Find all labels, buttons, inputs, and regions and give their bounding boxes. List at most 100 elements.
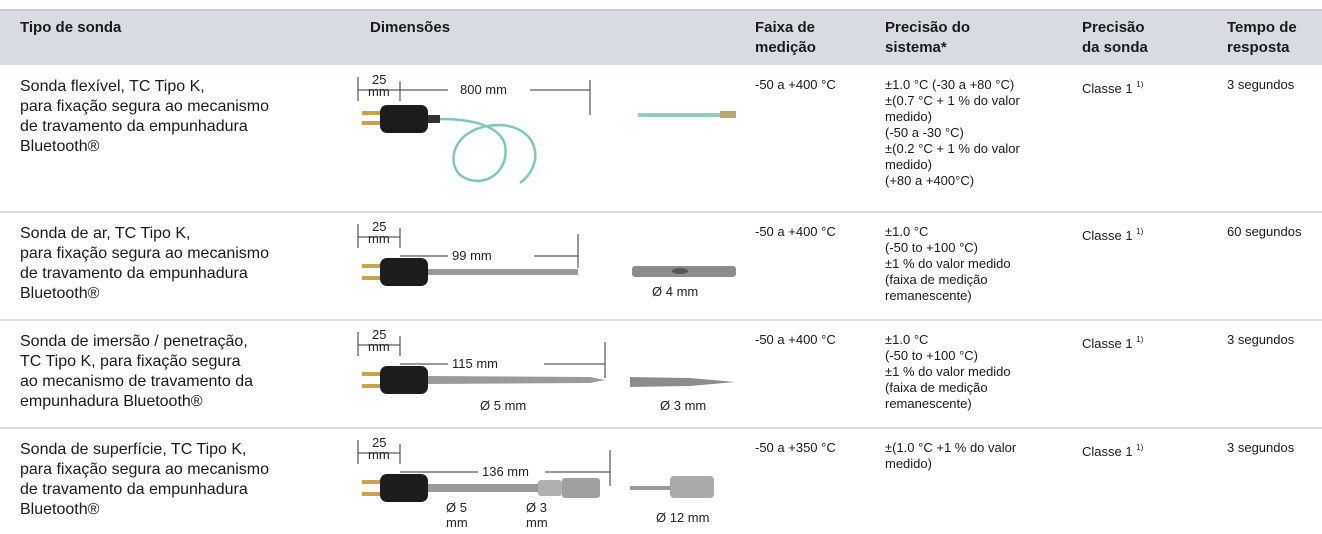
cell-line: Sonda de ar, TC Tipo K, [20,225,191,242]
probe-type: Sonda de imersão / penetração, TC Tipo K,… [20,332,253,412]
header-text: Precisão do [885,19,971,36]
dimension-label: 25 [372,219,386,234]
shape [720,111,736,118]
cell-line: empunhadura Bluetooth® [20,393,203,410]
system-accuracy: ±1.0 °C (-30 a +80 °C) ±(0.7 °C + 1 % do … [885,77,1020,189]
dimension-label: 25 [372,72,386,87]
shape [670,476,714,498]
header-cell: Precisão da sonda [1082,18,1148,58]
cell-line: Sonda flexível, TC Tipo K, [20,78,205,95]
dimension-label: 800 mm [460,82,507,97]
header-text: Tempo de [1227,19,1297,36]
dimension-label: 25 [372,435,386,450]
shape [638,113,728,117]
shape [428,115,440,123]
shape [362,480,382,484]
dimension-label: 136 mm [482,464,529,479]
probe-type: Sonda de superfície, TC Tipo K, para fixa… [20,440,269,520]
shape [380,258,428,286]
shape [562,478,600,498]
shape [630,486,670,490]
header-text: resposta [1227,39,1290,56]
dimension-label: Ø 5 [446,500,467,515]
cell-line: remanescente) [885,396,972,411]
shape [362,384,382,388]
shape [672,268,688,274]
cell-line: de travamento da empunhadura [20,265,248,282]
response-time: 3 segundos [1227,332,1295,347]
header-text: sistema* [885,39,947,56]
system-accuracy: ±(1.0 °C +1 % do valor medido) [885,440,1016,472]
cell-line: (faixa de medição [885,272,988,287]
cell-line: ao mecanismo de travamento da [20,373,254,390]
cell-line: ±1.0 °C [885,224,929,239]
cell-line: para fixação segura ao mecanismo [20,245,270,262]
cell-line: remanescente) [885,288,972,303]
cell-line: (faixa de medição [885,380,988,395]
dimension-label: mm [368,339,390,354]
cell-line: ±(0.2 °C + 1 % do valor [885,141,1020,156]
header-bg [0,10,1322,65]
dimension-label: Ø 4 mm [652,284,698,299]
shape [362,492,382,496]
probe-class: Classe 1 [1082,228,1133,243]
probe-type: Sonda flexível, TC Tipo K, para fixação s… [20,77,269,157]
range: -50 a +400 °C [755,224,836,239]
system-accuracy: ±1.0 °C (-50 to +100 °C) ±1 % do valor med… [885,332,1011,412]
cell-line: ±1 % do valor medido [885,364,1011,379]
header-text: Faixa de [755,19,816,36]
response-time: 3 segundos [1227,440,1295,455]
cell-line: Bluetooth® [20,138,100,155]
header-text: Tipo de sonda [20,19,122,36]
probe-accuracy: Classe 1 1) [1082,332,1143,352]
cell-line: para fixação segura ao mecanismo [20,461,270,478]
footnote-ref: 1) [1136,443,1144,452]
footnote-ref: 1) [1136,227,1144,236]
cell-line: ±(1.0 °C +1 % do valor [885,440,1017,455]
header-text: medição [755,39,816,56]
cell-line: medido) [885,109,932,124]
range: -50 a +350 °C [755,440,836,455]
footnote-ref: 1) [1136,335,1144,344]
dimension-label: 99 mm [452,248,492,263]
cell-line: (+80 a +400°C) [885,173,975,188]
shape [538,480,562,496]
shape [362,111,382,115]
cell-line: ±1.0 °C [885,332,929,347]
cell-line: TC Tipo K, para fixação segura [20,353,241,370]
dimension-label: 115 mm [452,356,498,371]
shape [630,377,735,387]
shape [357,77,591,115]
header-cell: Tipo de sonda [20,18,121,38]
shape [362,372,382,376]
range: -50 a +400 °C [755,77,836,92]
probe-type: Sonda de ar, TC Tipo K, para fixação segu… [20,224,269,304]
probe-class: Classe 1 [1082,336,1133,351]
shape [362,121,382,125]
dimension-label: mm [368,447,390,462]
shape [362,276,382,280]
shape [428,376,605,384]
system-accuracy: ±1.0 °C (-50 to +100 °C) ±1 % do valor med… [885,224,1011,304]
response-time: 60 segundos [1227,224,1302,239]
cell-line: (-50 a -30 °C) [885,125,964,140]
probe-accuracy: Classe 1 1) [1082,440,1143,460]
cell-line: (-50 to +100 °C) [885,348,978,363]
header-cell: Precisão do sistema* [885,18,970,58]
shape [357,440,611,486]
response-time: 3 segundos [1227,77,1295,92]
cell-line: para fixação segura ao mecanismo [20,98,270,115]
cell-line: medido) [885,456,932,471]
shape [428,269,578,275]
dimension-label: Ø 3 mm [660,398,706,413]
cell-line: de travamento da empunhadura [20,481,248,498]
header-cell: Dimensões [370,18,450,38]
shape [439,117,537,185]
cell-line: Bluetooth® [20,501,100,518]
cell-line: Sonda de superfície, TC Tipo K, [20,441,247,458]
dimension-label: mm [368,84,390,99]
